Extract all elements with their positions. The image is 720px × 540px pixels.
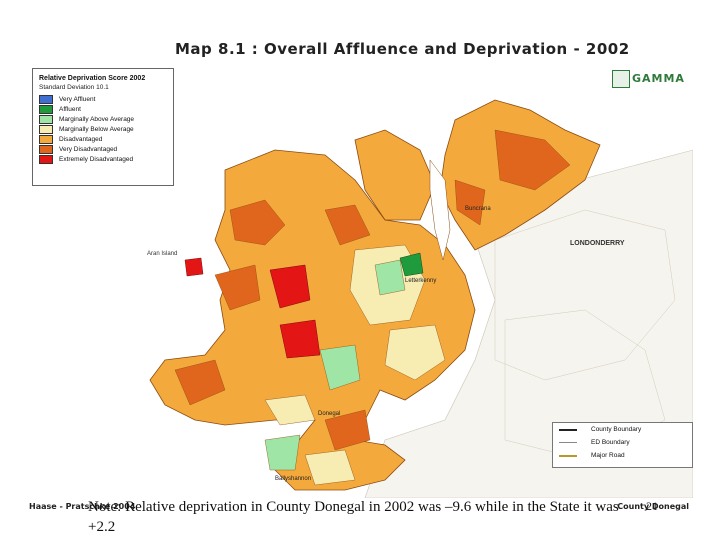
boundary-legend: County Boundary ED Boundary Major Road bbox=[552, 422, 693, 468]
ed-boundary-line-icon bbox=[559, 442, 577, 443]
legend-label: Marginally Below Average bbox=[59, 126, 134, 133]
legend-item: Very Disadvantaged bbox=[39, 145, 173, 154]
legend-label: Extremely Disadvantaged bbox=[59, 156, 134, 163]
legend-label: Very Disadvantaged bbox=[59, 146, 118, 153]
legend-swatch bbox=[39, 105, 53, 114]
page-number: 21 bbox=[646, 499, 658, 513]
legend-item: Disadvantaged bbox=[39, 135, 173, 144]
label-donegal: Donegal bbox=[318, 411, 340, 417]
label-ballyshannon: Ballyshannon bbox=[275, 476, 311, 482]
map-panel: Map 8.1 : Overall Affluence and Deprivat… bbox=[25, 34, 693, 511]
legend-item: Marginally Below Average bbox=[39, 125, 173, 134]
map-county-label: County Donegal bbox=[617, 502, 689, 511]
lough-swilly bbox=[429, 159, 451, 261]
donegal-county bbox=[149, 99, 601, 491]
boundary-legend-item: ED Boundary bbox=[559, 436, 692, 449]
legend-label: Disadvantaged bbox=[59, 136, 103, 143]
boundary-legend-label: Major Road bbox=[591, 452, 625, 459]
label-londonderry: LONDONDERRY bbox=[570, 240, 625, 247]
county-boundary-line-icon bbox=[559, 428, 577, 431]
boundary-legend-item: County Boundary bbox=[559, 423, 692, 436]
boundary-legend-item: Major Road bbox=[559, 449, 692, 462]
legend-item: Very Affluent bbox=[39, 95, 173, 104]
deprivation-map: LONDONDERRY Letterkenny Donegal Buncrana… bbox=[25, 60, 693, 498]
legend-item: Extremely Disadvantaged bbox=[39, 155, 173, 164]
legend-swatch bbox=[39, 155, 53, 164]
map-title: Map 8.1 : Overall Affluence and Deprivat… bbox=[175, 40, 630, 58]
legend-swatch bbox=[39, 135, 53, 144]
label-buncrana: Buncrana bbox=[465, 206, 491, 212]
legend-swatch bbox=[39, 115, 53, 124]
deprivation-legend: Relative Deprivation Score 2002 Standard… bbox=[32, 68, 174, 186]
legend-swatch bbox=[39, 145, 53, 154]
legend-item: Marginally Above Average bbox=[39, 115, 173, 124]
legend-label: Marginally Above Average bbox=[59, 116, 135, 123]
boundary-legend-label: County Boundary bbox=[591, 426, 642, 433]
major-road-line-icon bbox=[559, 454, 577, 457]
legend-title: Relative Deprivation Score 2002 bbox=[39, 75, 146, 82]
logo-mark-icon bbox=[612, 70, 630, 88]
legend-item: Affluent bbox=[39, 105, 173, 114]
legend-swatch bbox=[39, 125, 53, 134]
map-credit: Haase - Pratschke 2004 bbox=[29, 502, 136, 511]
boundary-legend-label: ED Boundary bbox=[591, 439, 630, 446]
gamma-logo: GAMMA bbox=[610, 68, 690, 96]
label-aran-island: Aran Island bbox=[147, 251, 177, 257]
neighbouring-land bbox=[364, 149, 693, 498]
legend-subtitle: Standard Deviation 10.1 bbox=[39, 84, 109, 91]
legend-label: Very Affluent bbox=[59, 96, 96, 103]
legend-label: Affluent bbox=[59, 106, 81, 113]
label-letterkenny: Letterkenny bbox=[405, 278, 436, 284]
logo-text: GAMMA bbox=[632, 72, 685, 85]
note-text: Note: Relative deprivation in County Don… bbox=[88, 499, 619, 535]
legend-swatch bbox=[39, 95, 53, 104]
